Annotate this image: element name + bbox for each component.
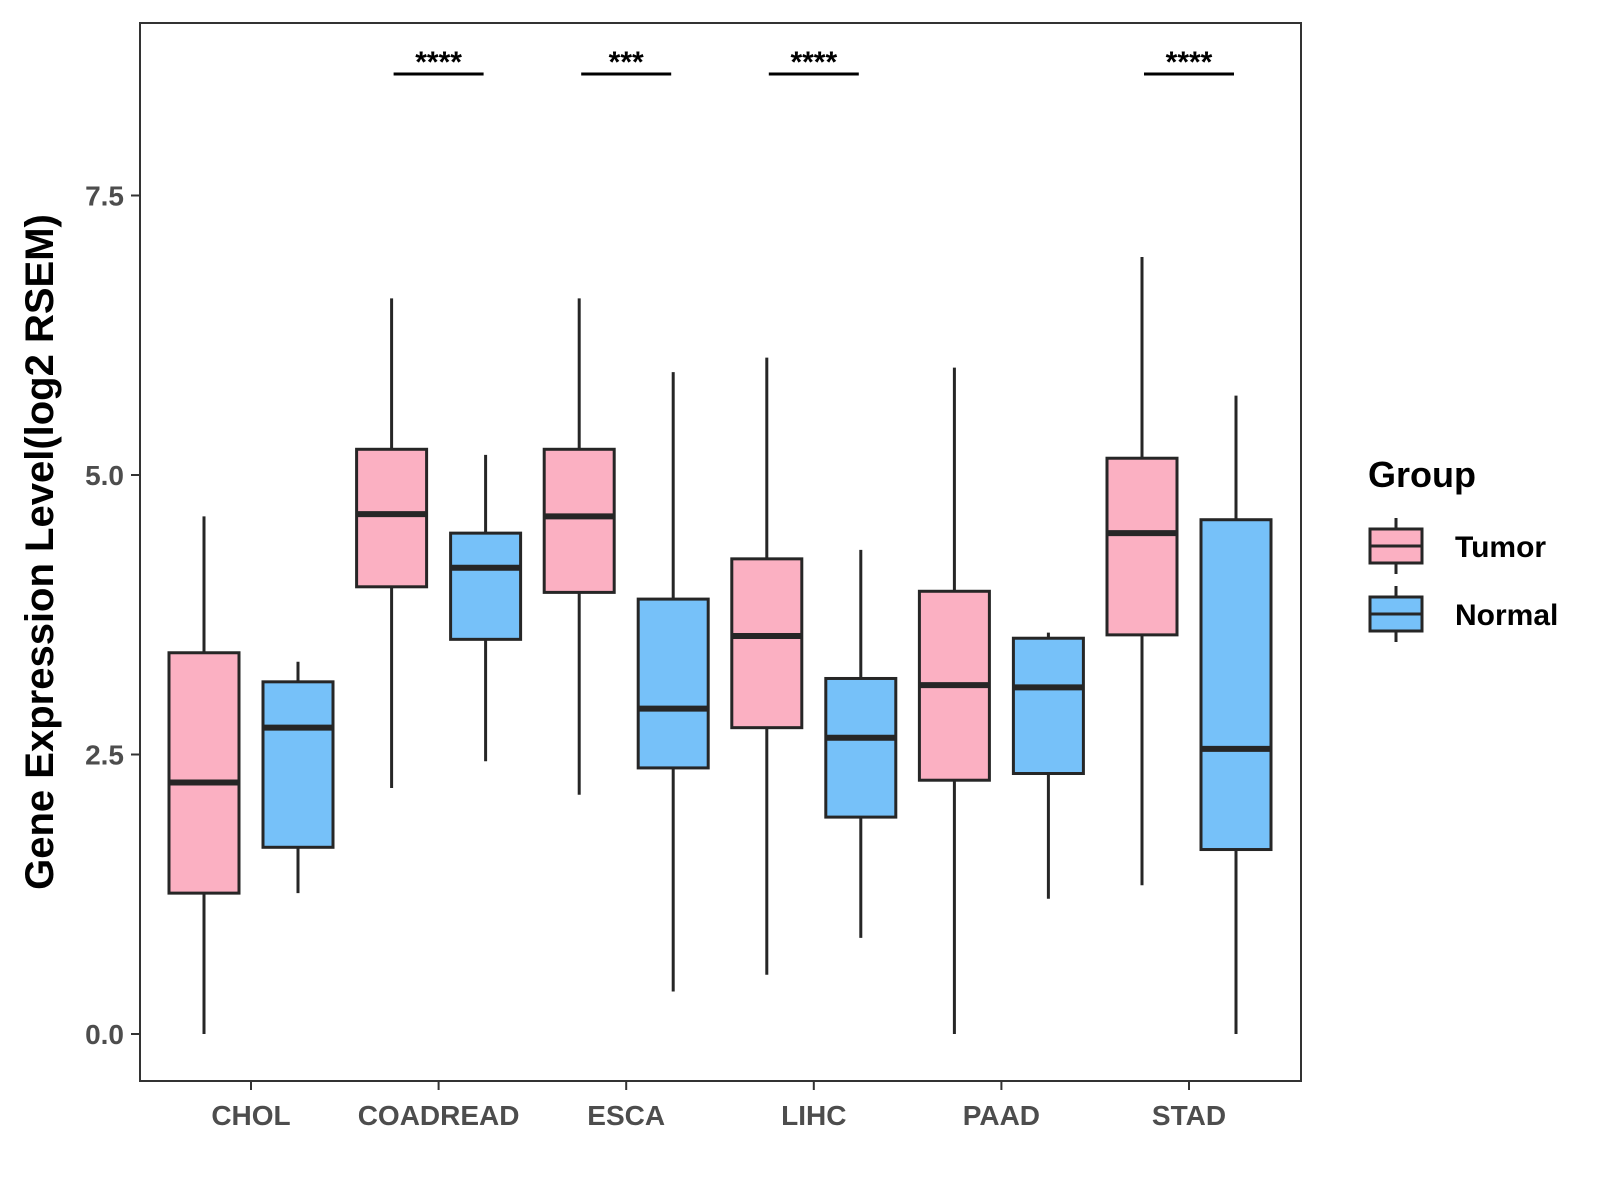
box-normal-coadread [449,454,523,762]
box-body [355,447,429,589]
y-axis: 0.0 2.5 5.0 7.5 [85,181,140,1050]
box-body [636,597,710,770]
y-axis-title: Gene Expression Level(log2 RSEM) [18,214,62,890]
box-tumor-stad [1105,256,1179,886]
box-body [730,557,804,730]
y-tick-label: 2.5 [85,740,124,771]
x-tick-label-coadread: COADREAD [358,1100,520,1131]
legend-item-tumor: Tumor [1368,518,1546,574]
legend-label: Tumor [1455,531,1546,564]
box-body [167,651,241,895]
x-tick-label-lihc: LIHC [781,1100,846,1131]
significance-stad: **** [1144,46,1234,79]
box-tumor-paad [917,367,991,1034]
box-normal-esca [636,372,710,992]
legend-title: Group [1368,454,1476,495]
legend: Group Tumor Normal [1368,454,1558,642]
box-normal-lihc [824,549,898,938]
y-tick-label: 5.0 [85,460,124,491]
box-tumor-chol [167,516,241,1034]
y-tick-label: 7.5 [85,181,124,212]
box-body [1199,518,1273,852]
box-body [261,680,335,849]
box-body [542,447,616,594]
significance-esca: *** [581,46,672,79]
box-series [167,256,1273,1034]
significance-label: *** [609,46,644,79]
legend-label: Normal [1455,599,1558,632]
box-tumor-esca [542,298,616,795]
box-tumor-coadread [355,298,429,789]
legend-item-normal: Normal [1368,586,1558,642]
x-tick-label-chol: CHOL [211,1100,290,1131]
box-normal-chol [261,661,335,894]
x-tick-label-paad: PAAD [963,1100,1040,1131]
box-body [1011,636,1085,776]
plot-panel-border [139,22,1302,1082]
x-axis: CHOL COADREAD ESCA LIHC PAAD STAD [211,1081,1226,1131]
box-body [824,676,898,819]
box-body [1105,456,1179,637]
box-normal-paad [1011,632,1085,899]
significance-annotations: **** *** **** **** [393,46,1234,79]
significance-lihc: **** [768,46,859,79]
y-tick-label: 0.0 [85,1019,124,1050]
x-tick-label-esca: ESCA [587,1100,665,1131]
box-normal-stad [1199,395,1273,1034]
box-body [449,531,523,641]
significance-coadread: **** [393,46,484,79]
significance-label: **** [415,46,462,79]
significance-label: **** [1166,46,1213,79]
x-tick-label-stad: STAD [1152,1100,1226,1131]
significance-label: **** [790,46,837,79]
box-tumor-lihc [730,357,804,975]
